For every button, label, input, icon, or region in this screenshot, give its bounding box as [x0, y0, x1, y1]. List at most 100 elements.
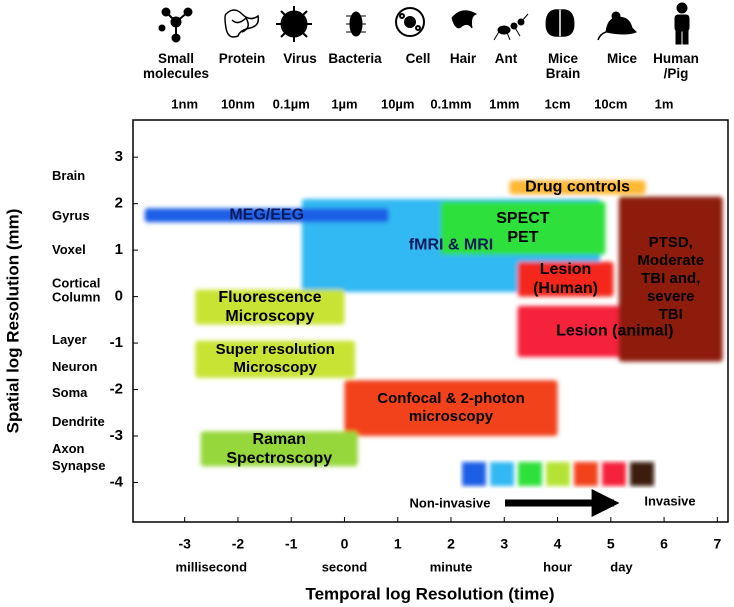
x-tick-label: 7 — [713, 536, 721, 552]
object-label: Protein — [218, 51, 266, 66]
x-tick-label: 2 — [447, 536, 455, 552]
range-box — [195, 340, 356, 378]
scale-swatch — [462, 462, 486, 486]
object-label: Small molecules — [142, 51, 210, 81]
x-tick-label: 3 — [500, 536, 508, 552]
object-label: Hair — [449, 51, 477, 66]
range-label: SPECT PET — [496, 209, 550, 247]
time-label: hour — [543, 559, 572, 574]
range-label: Confocal & 2-photon microscopy — [377, 390, 525, 426]
y-tick-label: 3 — [115, 148, 123, 165]
y-tick-label: -1 — [110, 334, 123, 351]
range-box — [517, 261, 614, 297]
structure-label: Synapse — [52, 458, 106, 474]
structure-label: Brain — [52, 168, 86, 184]
size-label: 10µm — [381, 96, 415, 111]
object-label: Cell — [405, 51, 431, 66]
x-tick-label: 0 — [341, 536, 349, 552]
range-box — [509, 180, 646, 195]
range-box — [440, 201, 606, 255]
scale-swatch — [490, 462, 514, 486]
time-label: day — [610, 559, 633, 574]
structure-label: Cortical Column — [52, 275, 101, 304]
bars — [144, 180, 723, 467]
x-tick-label: -1 — [285, 536, 298, 552]
scale-swatch — [546, 462, 570, 486]
y-tick-label: -3 — [110, 427, 123, 444]
range-box — [144, 208, 389, 223]
range-label: MEG/EEG — [229, 206, 305, 224]
structure-label: Dendrite — [52, 414, 105, 430]
scale-swatch — [518, 462, 542, 486]
x-tick-label: 6 — [660, 536, 668, 552]
size-label: 10cm — [594, 96, 627, 111]
bacteria-icon — [346, 11, 366, 37]
size-label: 10nm — [221, 96, 255, 111]
molecule-icon — [158, 7, 193, 43]
size-label: 1nm — [171, 96, 198, 111]
y-tick-label: -2 — [110, 381, 123, 398]
object-label: Virus — [283, 51, 317, 66]
cell-icon — [395, 7, 425, 37]
scale-swatch — [602, 462, 626, 486]
range-label: PTSD, Moderate TBI and, severe TBI — [637, 234, 705, 324]
range-box — [200, 431, 358, 467]
y-tick-label: 1 — [115, 241, 123, 258]
range-label: Super resolution Microscopy — [215, 341, 335, 377]
x-tick-label: 1 — [394, 536, 402, 552]
range-label: Drug controls — [525, 178, 630, 196]
object-label: Human /Pig — [653, 51, 699, 81]
x-axis-title: Temporal log Resolution (time) — [305, 584, 554, 603]
range-label: Lesion (animal) — [556, 322, 674, 340]
object-label: Mice — [606, 51, 638, 66]
scale-swatch — [574, 462, 598, 486]
protein-icon — [224, 9, 260, 38]
object-label: Bacteria — [328, 51, 382, 66]
ant-icon — [493, 13, 529, 41]
structure-label: Gyrus — [52, 208, 90, 224]
range-label: fMRI & MRI — [408, 236, 494, 254]
time-label: minute — [430, 559, 473, 574]
range-label: Fluorescence Microscopy — [218, 288, 322, 326]
time-label: second — [322, 559, 368, 574]
y-tick-label: 2 — [115, 195, 123, 212]
y-tick-label: 0 — [115, 288, 123, 305]
size-label: 0.1mm — [430, 96, 471, 111]
x-tick-label: 5 — [607, 536, 615, 552]
scale-left-label: Non-invasive — [410, 495, 491, 510]
range-box — [344, 380, 558, 437]
range-box — [195, 289, 345, 325]
size-label: 0.1µm — [273, 96, 310, 111]
size-label: 1µm — [331, 96, 357, 111]
structure-label: Neuron — [52, 359, 98, 375]
scale-right-label: Invasive — [644, 493, 695, 508]
range-label: Raman Spectroscopy — [226, 430, 333, 467]
range-box — [618, 196, 723, 362]
virus-icon — [276, 6, 312, 42]
x-tick-label: 4 — [554, 536, 562, 552]
x-tick-label: -2 — [232, 536, 245, 552]
mouse-icon — [597, 11, 637, 41]
scale-swatch — [630, 462, 654, 486]
y-axis-title: Spatial log Resolution (mm) — [3, 209, 22, 434]
size-label: 1cm — [545, 96, 571, 111]
organism-icons — [158, 2, 690, 45]
y-tick-label: -4 — [110, 473, 124, 490]
object-label: Mice Brain — [545, 51, 581, 81]
x-tick-label: -3 — [178, 536, 191, 552]
time-label: millisecond — [176, 559, 248, 574]
hair-icon — [451, 10, 478, 29]
brain-icon — [545, 9, 575, 37]
structure-label: Layer — [52, 332, 87, 348]
structure-label: Soma — [52, 385, 88, 401]
human-icon — [674, 2, 690, 45]
structure-label: Axon — [52, 441, 85, 457]
size-label: 1mm — [489, 96, 519, 111]
structure-label: Voxel — [52, 242, 86, 258]
size-label: 1m — [655, 96, 674, 111]
object-label: Ant — [494, 51, 518, 66]
range-label: Lesion (Human) — [533, 260, 598, 298]
plot-frame — [132, 119, 729, 523]
